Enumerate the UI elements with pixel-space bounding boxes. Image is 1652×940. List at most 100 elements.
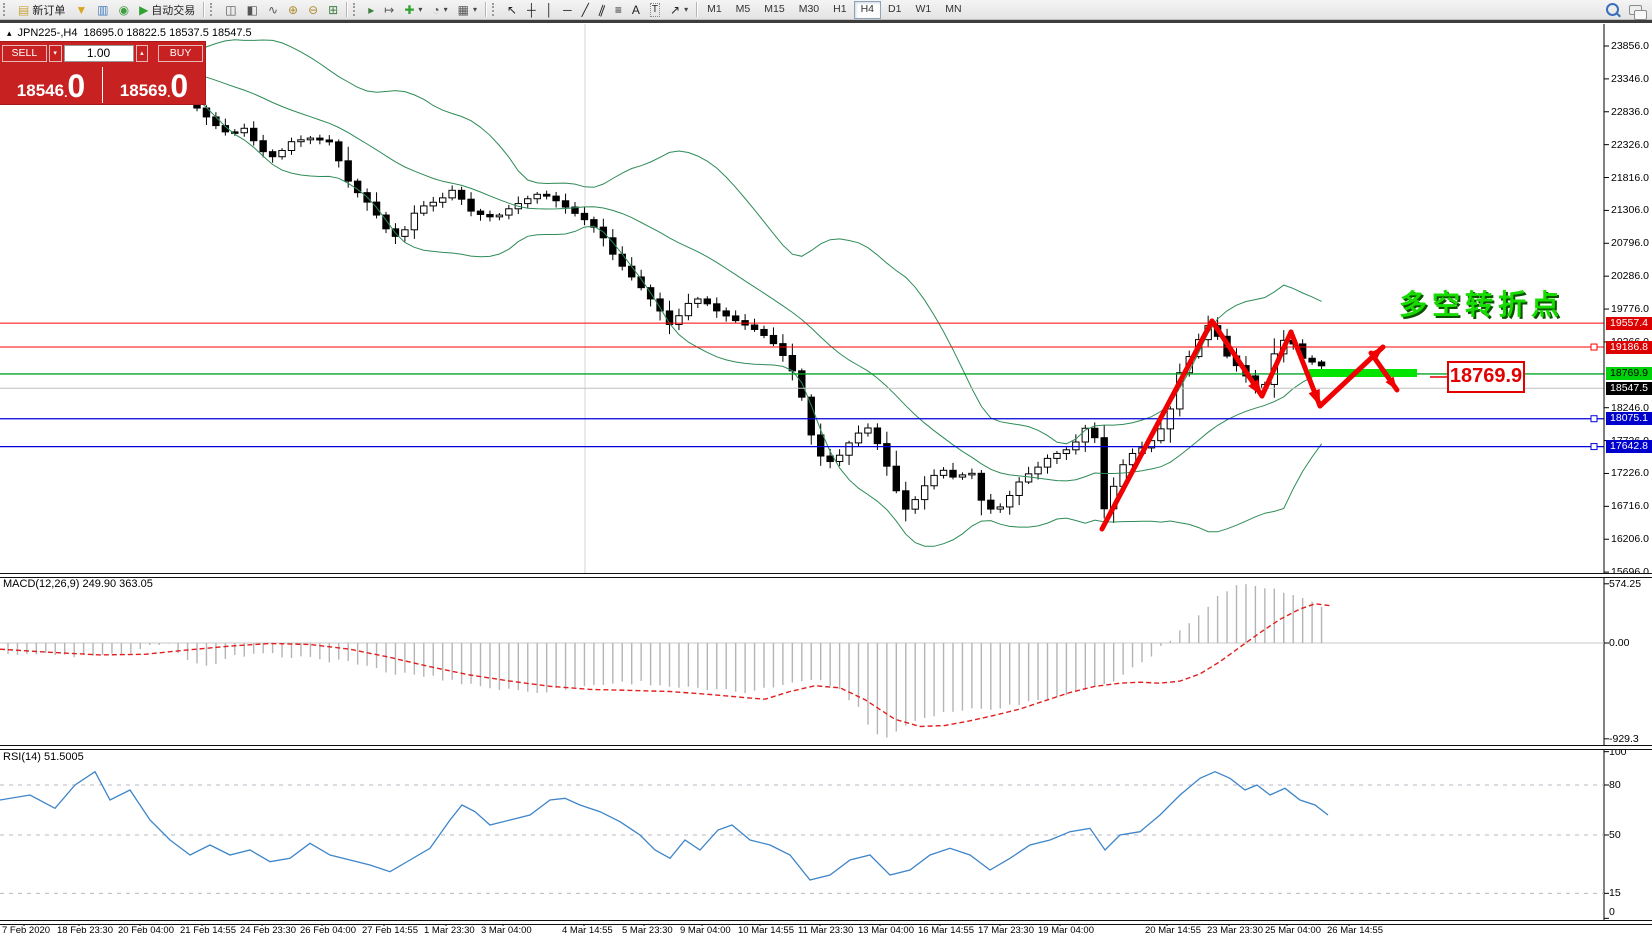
one-click-trading-panel: SELL ▾ ▴ BUY 18546 . 0 18569 . 0 <box>0 42 205 104</box>
zoom-out-icon[interactable]: ⊖ <box>303 0 323 19</box>
text-tool[interactable]: A <box>627 0 645 19</box>
bollinger-middle-band <box>36 62 1322 482</box>
fibonacci-glyph: ≡ <box>614 2 622 17</box>
tile-windows-icon-glyph: ⊞ <box>328 2 339 17</box>
timeframe-d1-button[interactable]: D1 <box>888 2 902 15</box>
styles-icon[interactable]: ▼ <box>70 0 92 19</box>
macd-rsi-divider[interactable] <box>0 745 1652 750</box>
hline-handle[interactable] <box>1590 443 1598 451</box>
arrowhead-icon <box>1370 347 1383 360</box>
zoom-in-icon[interactable]: ⊕ <box>283 0 303 19</box>
new-order-button-label: 新订单 <box>32 4 66 17</box>
autotrade-glyph: ▶ <box>139 2 149 17</box>
candle-chart-icon[interactable]: ◧ <box>242 0 263 19</box>
chart-shift-icon[interactable]: ↦ <box>379 0 399 19</box>
crosshair-glyph: ┼ <box>527 2 536 17</box>
volume-increase-button[interactable]: ▴ <box>135 44 149 62</box>
templates-glyph: ▦ <box>457 2 470 17</box>
buy-button[interactable]: BUY <box>158 44 203 62</box>
add-indicator-glyph: ✚ <box>404 2 415 17</box>
zoom-in-icon-glyph: ⊕ <box>288 2 299 17</box>
toolbar-separator <box>485 2 487 17</box>
chevron-down-icon: ▾ <box>684 5 689 14</box>
cursor-tool[interactable]: ↖ <box>502 0 522 19</box>
add-indicator-button[interactable]: ✚ ▾ <box>399 0 427 19</box>
toolbar-grip <box>3 3 10 16</box>
rsi-bottom-divider <box>0 920 1652 925</box>
sell-price-main: 18546 <box>16 81 65 100</box>
hline-handle[interactable] <box>1590 415 1598 423</box>
new-order-button[interactable]: ▤ 新订单 <box>13 0 70 19</box>
symbol-ohlc: 18695.0 18822.5 18537.5 18547.5 <box>83 27 252 39</box>
bollinger-upper-band <box>36 39 1322 445</box>
rsi-line <box>0 770 1329 881</box>
toolbar-separator <box>696 2 698 17</box>
timeframe-mn-button[interactable]: MN <box>945 2 962 15</box>
bar-chart-icon[interactable]: ◫ <box>220 0 241 19</box>
search-icon[interactable] <box>1606 3 1619 16</box>
candle-chart-icon-glyph: ◧ <box>246 2 258 17</box>
timeframe-m5-button[interactable]: M5 <box>735 2 751 15</box>
templates-button[interactable]: ▦ ▾ <box>453 0 482 19</box>
vline-tool[interactable]: │ <box>541 0 559 19</box>
periods-button[interactable]: ◔ ▾ <box>427 0 452 19</box>
timeframe-w1-button[interactable]: W1 <box>915 2 932 15</box>
chat-icon[interactable] <box>1629 4 1647 20</box>
sell-button[interactable]: SELL <box>2 44 47 62</box>
arrowhead-icon <box>1308 388 1320 406</box>
chevron-down-icon: ▾ <box>418 5 423 14</box>
toolbar-separator <box>203 2 205 17</box>
new-order-glyph: ▤ <box>18 2 30 17</box>
autotrade-button-label: 自动交易 <box>151 4 196 17</box>
signal-icon[interactable]: ◉ <box>114 0 134 19</box>
vline-glyph: │ <box>545 2 554 17</box>
arrowhead-icon <box>1248 379 1262 396</box>
main-macd-divider[interactable] <box>0 573 1652 578</box>
timeframe-m30-button[interactable]: M30 <box>798 2 820 15</box>
hline-handle[interactable] <box>1590 343 1598 351</box>
crosshair-tool[interactable]: ┼ <box>522 0 541 19</box>
arrows-glyph: ↗ <box>670 2 681 17</box>
price-divider <box>102 67 103 103</box>
periods-glyph: ◔ <box>432 2 440 17</box>
line-chart-icon[interactable]: ∿ <box>263 0 283 19</box>
trendline-tool[interactable]: ╱ <box>577 0 594 19</box>
autotrade-button[interactable]: ▶ 自动交易 <box>134 0 200 19</box>
symbol-name: JPN225-,H4 <box>17 27 78 39</box>
toolbar-grip <box>353 3 360 16</box>
macd-layer <box>0 584 1604 738</box>
label-glyph: T <box>649 2 660 17</box>
green-highlight-bar[interactable] <box>1309 369 1417 377</box>
label-tool[interactable]: T <box>645 0 665 19</box>
terminal-icon-glyph: ▥ <box>97 2 109 17</box>
tile-windows-icon[interactable]: ⊞ <box>323 0 343 19</box>
macd-signal-line <box>0 603 1331 728</box>
toolbar-divider <box>0 20 1652 23</box>
timeframe-m1-button[interactable]: M1 <box>707 2 722 15</box>
rsi-legend: RSI(14) 51.5005 <box>3 751 84 763</box>
cursor-glyph: ↖ <box>507 2 518 17</box>
volume-input[interactable] <box>63 44 134 62</box>
styles-icon-glyph: ▼ <box>75 2 88 17</box>
sell-price-button[interactable]: 18546 . 0 <box>0 70 102 103</box>
buy-price-button[interactable]: 18569 . 0 <box>103 68 205 104</box>
line-chart-icon-glyph: ∿ <box>267 2 279 17</box>
volume-decrease-button[interactable]: ▾ <box>48 44 62 62</box>
timeframe-h4-button[interactable]: H4 <box>853 0 882 19</box>
signal-icon-glyph: ◉ <box>118 2 130 17</box>
arrows-tool[interactable]: ↗ ▾ <box>665 0 693 19</box>
toolbar-grip <box>210 3 217 16</box>
auto-scroll-icon[interactable]: ▸ <box>363 0 379 19</box>
timeframe-m15-button[interactable]: M15 <box>764 2 785 15</box>
buy-price-main: 18569 <box>119 81 168 100</box>
terminal-icon[interactable]: ▥ <box>92 0 113 19</box>
timeframe-h1-button[interactable]: H1 <box>833 2 847 15</box>
fibonacci-tool[interactable]: ≡ <box>610 0 627 19</box>
candles-layer <box>4 24 1326 573</box>
price-tag-label[interactable]: 18769.9 <box>1447 361 1525 393</box>
hline-tool[interactable]: ─ <box>558 0 577 19</box>
turning-point-annotation[interactable]: 多空转折点 <box>1399 289 1565 320</box>
red-zigzag-annotation[interactable] <box>1099 318 1400 532</box>
buy-price-pip: 0 <box>170 68 189 104</box>
